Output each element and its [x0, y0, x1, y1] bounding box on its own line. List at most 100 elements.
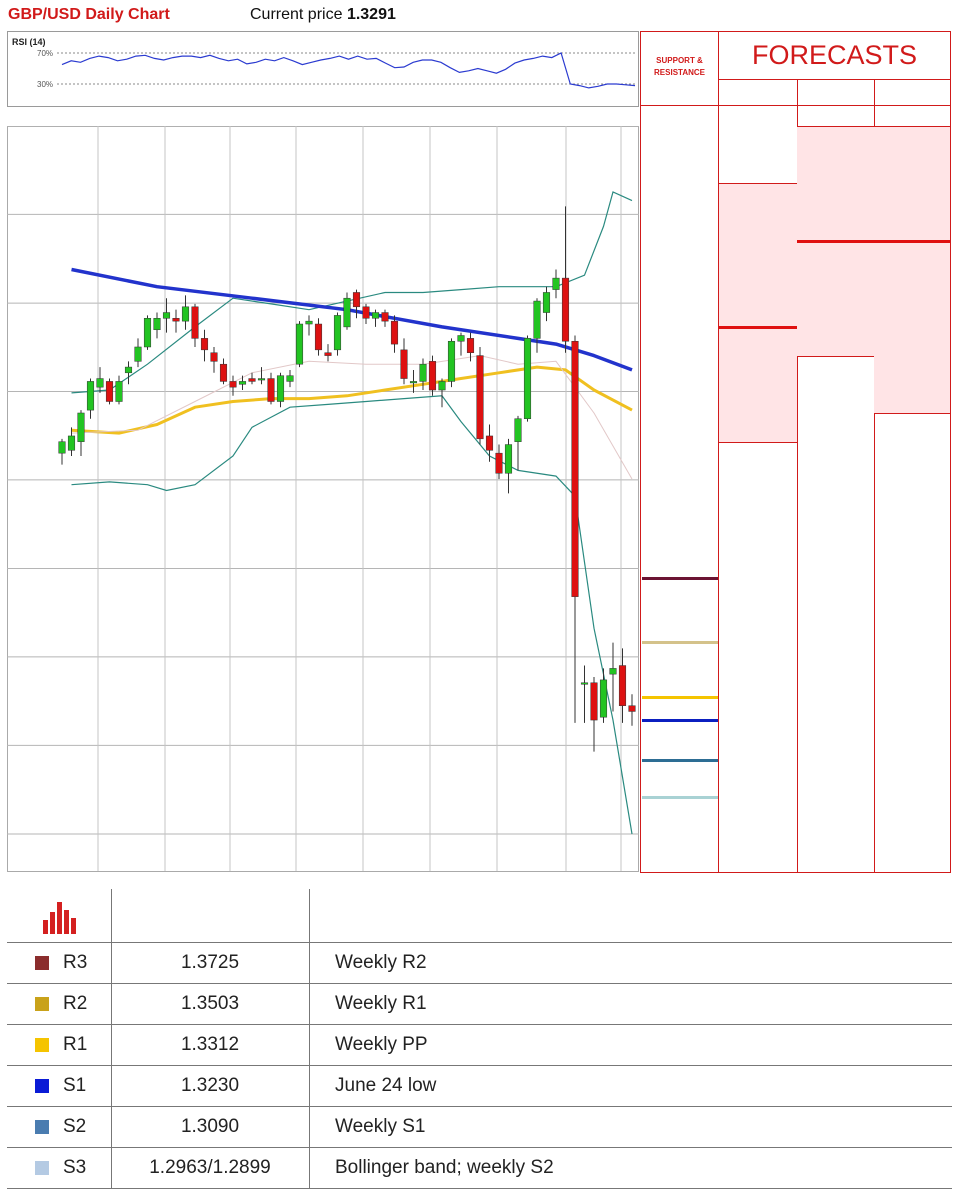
- row-name-cell-1: R2: [7, 984, 111, 1024]
- candle-body-57: [599, 679, 608, 718]
- forecast-tick-0-0: [719, 183, 797, 185]
- row-name-3: S1: [63, 1075, 87, 1096]
- candle-13: [181, 295, 190, 330]
- candle-body-51: [542, 292, 551, 313]
- candle-52: [552, 269, 560, 299]
- candle-0: [58, 438, 66, 465]
- candle-36: [400, 338, 408, 385]
- candle-50: [533, 298, 541, 353]
- sr-line-5: [642, 795, 718, 799]
- candle-body-46: [495, 452, 503, 474]
- header-rationale: [309, 889, 952, 942]
- candle-body-53: [561, 277, 570, 342]
- rsi-title: RSI (14): [12, 37, 46, 47]
- sr-line-4: [642, 759, 718, 763]
- row-level-0: 1.3725: [180, 952, 240, 973]
- candle-body-58: [609, 668, 617, 675]
- candle-body-5: [105, 381, 114, 402]
- current-price-label: Current price: [250, 6, 343, 23]
- plot-frame: [7, 126, 639, 872]
- moving-average-0: [71, 267, 633, 372]
- candle-body-49: [523, 338, 532, 419]
- candle-body-21: [257, 378, 266, 381]
- bar-chart-icon-bar-4: [71, 917, 76, 934]
- rsi-line: [61, 52, 636, 89]
- candle-20: [248, 372, 256, 385]
- forecast-tick-1-0: [797, 126, 875, 127]
- candle-40: [438, 378, 446, 408]
- row-name-cell-4: S2: [7, 1107, 111, 1147]
- row-level-3: 1.3230: [180, 1075, 240, 1096]
- candle-12: [172, 309, 180, 333]
- forecast-col-divider-0: [797, 80, 798, 873]
- current-price: Current price 1.3291: [250, 6, 396, 24]
- candle-body-32: [362, 306, 370, 319]
- candle-body-1: [67, 435, 76, 451]
- candle-42: [457, 332, 465, 356]
- row-level-2: 1.3312: [180, 1034, 240, 1055]
- candle-47: [504, 438, 513, 494]
- row-rationale-5: Bollinger band; weekly S2: [335, 1157, 554, 1178]
- chart-title: GBP/USD Daily Chart: [8, 6, 170, 23]
- row-rationale-2: Weekly PP: [335, 1034, 428, 1055]
- row-swatch-0: [35, 956, 49, 970]
- price-chart: [7, 126, 639, 872]
- candle-2: [77, 410, 85, 457]
- candle-57: [599, 668, 608, 723]
- support-resistance-header: SUPPORT & RESISTANCE: [641, 31, 718, 106]
- row-name-0: R3: [63, 952, 88, 973]
- candle-body-55: [580, 682, 589, 685]
- row-name-2: R1: [63, 1034, 88, 1055]
- candle-29: [333, 312, 342, 356]
- candle-body-17: [219, 363, 228, 382]
- candle-body-43: [466, 338, 475, 353]
- candle-15: [200, 329, 209, 362]
- candle-58: [609, 642, 617, 712]
- candle-body-33: [371, 312, 380, 319]
- candle-body-45: [485, 435, 494, 451]
- candle-10: [153, 312, 161, 339]
- candle-24: [286, 369, 294, 388]
- row-swatch-1: [35, 997, 49, 1011]
- row-swatch-2: [35, 1038, 49, 1052]
- candle-body-34: [381, 312, 389, 322]
- candle-44: [476, 346, 484, 445]
- table-row-1: R2 1.3503 Weekly R1: [7, 984, 952, 1025]
- table-row-5: S3 1.2963/1.2899 Bollinger band; weekly S2: [7, 1148, 952, 1189]
- row-rationale-0: Weekly R2: [335, 952, 427, 973]
- candle-6: [115, 375, 123, 405]
- row-name-cell-2: R1: [7, 1025, 111, 1065]
- candle-4: [96, 367, 104, 393]
- row-swatch-5: [35, 1161, 49, 1175]
- candle-37: [409, 369, 418, 393]
- candle-16: [210, 346, 218, 373]
- candle-body-9: [143, 318, 152, 348]
- candle-body-6: [115, 381, 123, 402]
- sr-line-0: [642, 577, 718, 580]
- row-level-5: 1.2963/1.2899: [149, 1157, 271, 1178]
- row-name-cell-3: S1: [7, 1066, 111, 1106]
- candle-body-48: [514, 418, 522, 442]
- table-col-sep-2: [309, 889, 310, 1189]
- sr-line-2: [642, 695, 718, 699]
- candle-51: [542, 286, 551, 322]
- sr-header-line1: SUPPORT &: [656, 56, 703, 65]
- candle-28: [324, 344, 332, 362]
- candle-45: [485, 424, 494, 462]
- candle-60: [628, 694, 636, 726]
- row-level-1: 1.3503: [180, 993, 240, 1014]
- forecast-col-header-2: [874, 80, 950, 106]
- row-rationale-4: Weekly S1: [335, 1116, 426, 1137]
- moving-average-1: [71, 365, 633, 435]
- candle-body-4: [96, 378, 104, 388]
- candle-35: [390, 315, 399, 353]
- row-name-cell-5: S3: [7, 1148, 111, 1188]
- candle-body-37: [409, 381, 418, 384]
- candle-body-25: [295, 323, 304, 365]
- table-header-row: [7, 889, 952, 943]
- table-row-0: R3 1.3725 Weekly R2: [7, 943, 952, 984]
- candle-18: [229, 375, 237, 396]
- candle-body-18: [229, 381, 237, 388]
- support-resistance-column: [640, 31, 719, 873]
- candle-9: [143, 315, 152, 350]
